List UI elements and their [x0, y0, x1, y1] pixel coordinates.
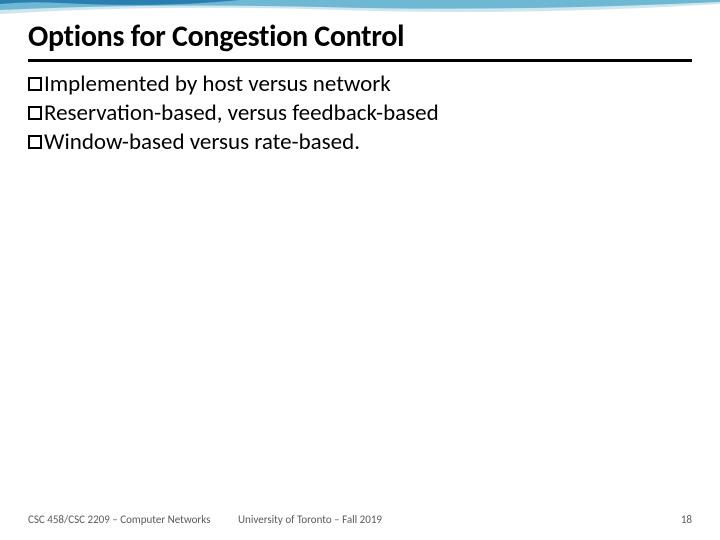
footer: CSC 458/CSC 2209 – Computer Networks Uni… [28, 513, 692, 526]
title-area: Options for Congestion Control [28, 18, 692, 62]
bullet-list: Implemented by host versus network Reser… [28, 70, 692, 156]
list-item: Implemented by host versus network [28, 70, 692, 99]
bullet-text: Implemented by host versus network [44, 70, 391, 99]
list-item: Window-based versus rate-based. [28, 128, 692, 157]
bullet-icon [28, 135, 42, 149]
bullet-icon [28, 106, 42, 120]
footer-institution: University of Toronto – Fall 2019 [238, 513, 652, 526]
bullet-icon [28, 77, 42, 91]
bullet-text: Window-based versus rate-based. [44, 128, 360, 157]
slide-title: Options for Congestion Control [28, 18, 692, 55]
bullet-text: Reservation-based, versus feedback-based [44, 99, 439, 128]
title-underline [28, 59, 692, 62]
page-number: 18 [652, 513, 692, 526]
footer-course: CSC 458/CSC 2209 – Computer Networks [28, 513, 238, 526]
decorative-swoosh [0, 0, 720, 20]
list-item: Reservation-based, versus feedback-based [28, 99, 692, 128]
